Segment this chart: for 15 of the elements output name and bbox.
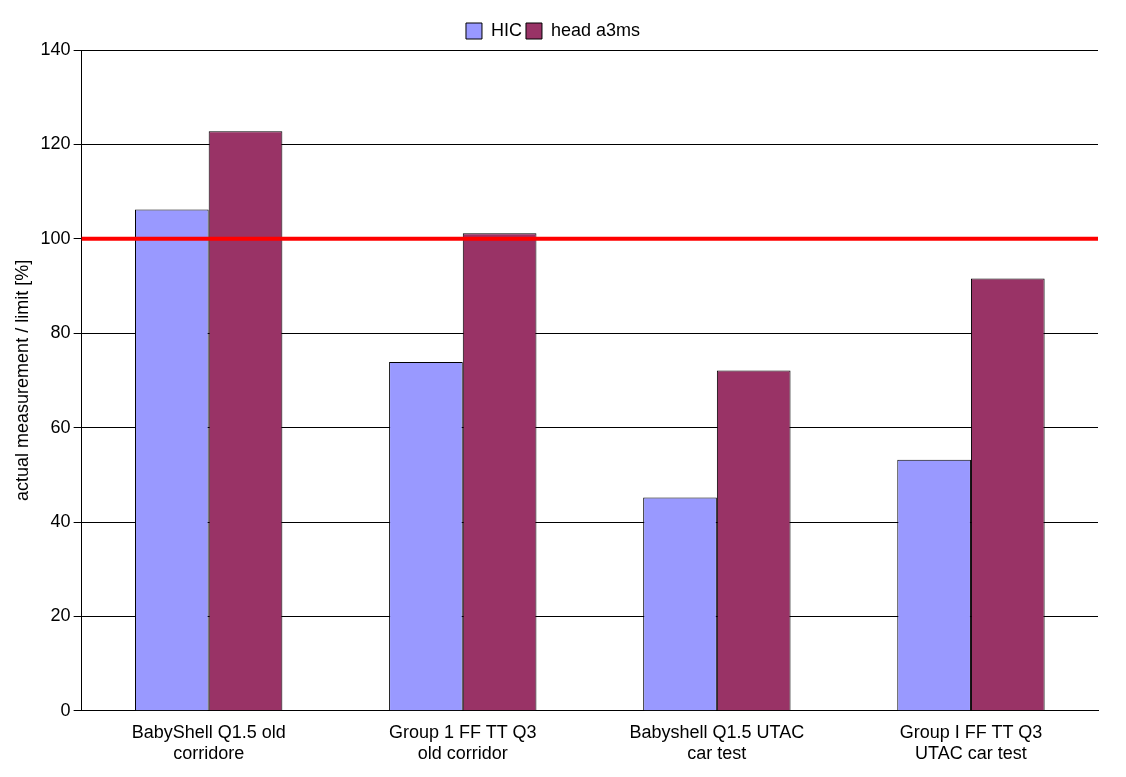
x-tick-label: Babyshell Q1.5 UTAC car test xyxy=(629,721,805,764)
y-tick-label: 20 xyxy=(50,605,71,626)
x-tick-label: BabyShell Q1.5 old corridore xyxy=(131,721,286,764)
legend-label: head a3ms xyxy=(550,19,641,40)
y-tick-label: 100 xyxy=(40,227,71,248)
x-tick-label: Group 1 FF TT Q3 old corridor xyxy=(389,721,537,764)
y-tick-label: 60 xyxy=(50,416,71,437)
y-tick-label: 120 xyxy=(40,133,71,154)
y-axis-title: actual measurement / limit [%] xyxy=(11,259,32,501)
y-tick-label: 0 xyxy=(60,699,71,720)
x-tick-label: Group I FF TT Q3 UTAC car test xyxy=(899,721,1043,764)
legend-label: HIC xyxy=(490,19,522,40)
y-tick-label: 140 xyxy=(40,38,71,59)
y-tick-label: 40 xyxy=(50,510,71,531)
y-tick-label: 80 xyxy=(50,322,71,343)
